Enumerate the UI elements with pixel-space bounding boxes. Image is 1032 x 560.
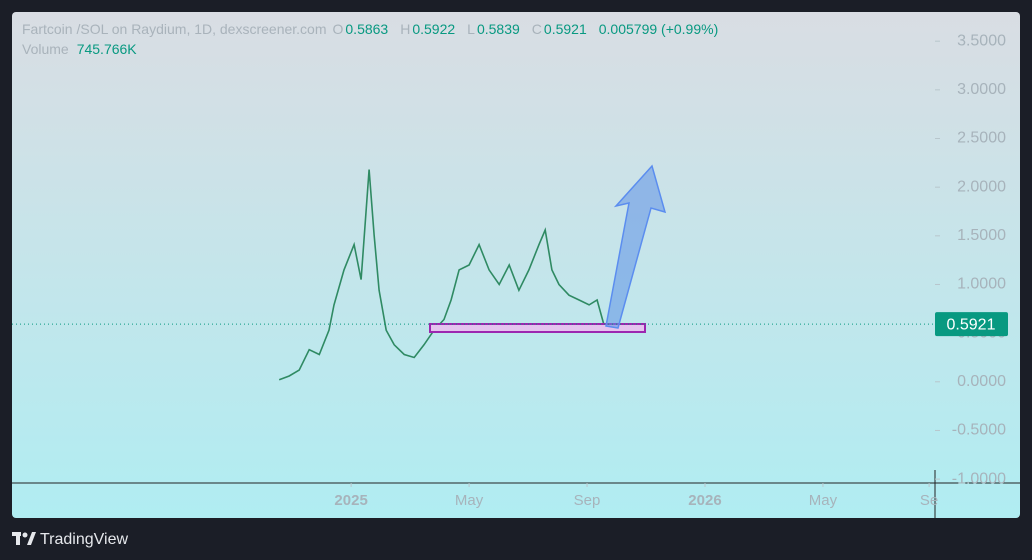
ohlc-item: O 0.5863 <box>333 21 395 37</box>
ohlc: O 0.5863 H 0.5922 L 0.5839 C 0.5921 <box>333 21 593 37</box>
y-tick-label: 1.5000 <box>957 227 1006 244</box>
plot: 3.50003.00002.50002.00001.50001.00000.50… <box>278 32 1006 509</box>
header: Fartcoin /SOL on Raydium, 1D, dexscreene… <box>22 21 718 37</box>
y-tick-label: -0.5000 <box>952 422 1006 439</box>
ohlc-item: C 0.5921 <box>532 21 593 37</box>
y-tick-label: 2.5000 <box>957 130 1006 147</box>
ohlc-value: 0.5863 <box>345 21 389 37</box>
y-tick-label: -1.0000 <box>952 470 1006 487</box>
title: Fartcoin /SOL on Raydium, 1D, dexscreene… <box>22 21 327 37</box>
x-tick-label: May <box>809 492 838 509</box>
ohlc-value: 0.5922 <box>412 21 456 37</box>
ohlc-item: H 0.5922 <box>400 21 461 37</box>
volume-value: 745.766K <box>76 41 137 57</box>
ohlc-label: H <box>400 21 411 37</box>
change: 0.005799 (+0.99%) <box>598 21 719 37</box>
price-line <box>278 169 610 381</box>
ohlc-value: 0.5839 <box>476 21 520 37</box>
y-tick-label: 1.0000 <box>957 276 1006 293</box>
x-tick-label: Sep <box>574 492 601 509</box>
y-tick-label: 3.0000 <box>957 81 1006 98</box>
y-tick-label: 2.0000 <box>957 178 1006 195</box>
ohlc-item: L 0.5839 <box>467 21 526 37</box>
volume-label: Volume <box>22 41 69 57</box>
ohlc-label: L <box>467 21 475 37</box>
x-tick-label: May <box>455 492 484 509</box>
up-arrow <box>605 164 667 329</box>
x-tick-label: Se <box>920 492 938 509</box>
y-tick-label: 0.0000 <box>957 373 1006 390</box>
chart-background <box>12 12 1020 518</box>
overlay: 0.5921 <box>12 312 1008 337</box>
x-tick-label: 2026 <box>688 492 721 509</box>
y-tick-label: 3.5000 <box>957 32 1006 49</box>
brand: TradingView <box>40 531 129 548</box>
x-tick-label: 2025 <box>334 492 367 509</box>
volume: Volume 745.766K <box>22 41 137 57</box>
ohlc-label: O <box>332 21 344 37</box>
logo <box>12 532 36 545</box>
ohlc-label: C <box>531 21 542 37</box>
ohlc-value: 0.5921 <box>543 21 587 37</box>
last-price-box <box>935 312 1008 337</box>
last-price-label: 0.5921 <box>947 316 996 333</box>
support-zone <box>429 323 646 333</box>
